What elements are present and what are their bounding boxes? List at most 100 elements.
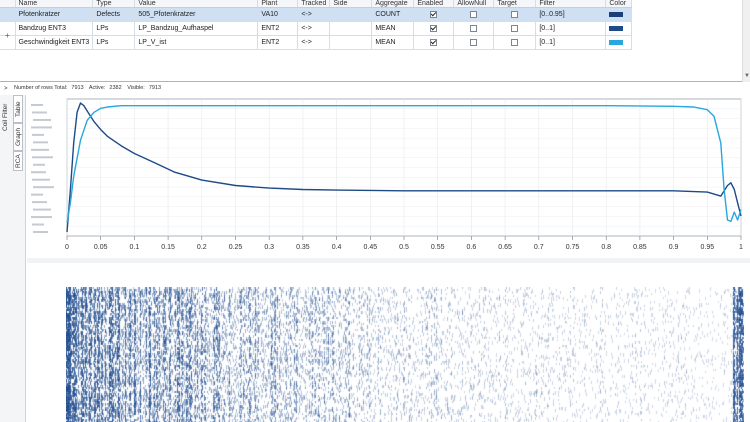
target-checkbox[interactable] bbox=[511, 38, 519, 46]
series-line-0 bbox=[66, 102, 742, 233]
line-chart-svg: 0 0.05 0.1 0.15 0.2 0.25 0.3 0.35 0.4 0.45 0.5 0.55… bbox=[27, 98, 750, 263]
active-rows-value: 2382 bbox=[109, 85, 122, 91]
cell-color[interactable] bbox=[605, 7, 633, 22]
vertical-tab-strip: Coil Filter Table Graph RCA bbox=[0, 95, 26, 422]
cell-value[interactable]: LP_Bandzug_Aufhaspel bbox=[134, 21, 259, 36]
cell-type[interactable]: LPs bbox=[92, 35, 136, 50]
x-tick-label: 0.05 bbox=[94, 244, 108, 251]
x-tick-label: 0.6 bbox=[467, 244, 477, 251]
row-header-cell[interactable] bbox=[0, 7, 16, 22]
y-tick-label-faint bbox=[32, 178, 50, 181]
cell-value[interactable]: 505_Pfotenkratzer bbox=[134, 7, 259, 22]
column-header-name[interactable]: Name bbox=[15, 0, 94, 8]
x-tick-label: 0.8 bbox=[601, 244, 611, 251]
allownull-checkbox[interactable] bbox=[470, 38, 478, 46]
cell-plant[interactable]: ENT2 bbox=[257, 35, 299, 50]
cell-plant[interactable]: VA10 bbox=[257, 7, 299, 22]
row-header-cell[interactable] bbox=[0, 35, 16, 50]
row-header-cell[interactable] bbox=[0, 21, 16, 36]
enabled-checkbox[interactable] bbox=[430, 24, 438, 32]
column-header-color[interactable]: Color bbox=[605, 0, 633, 8]
table-row[interactable]: Bandzug ENT3 LPs LP_Bandzug_Aufhaspel ENT2 <… bbox=[0, 21, 633, 36]
total-rows-value: 7913 bbox=[71, 85, 84, 91]
cell-plant[interactable]: ENT2 bbox=[257, 21, 299, 36]
cell-aggregate[interactable]: MEAN bbox=[371, 35, 415, 50]
cell-enabled bbox=[413, 35, 455, 50]
cell-enabled bbox=[413, 21, 455, 36]
cell-filter[interactable]: [0..1] bbox=[535, 21, 607, 36]
cell-filter[interactable]: [0..1] bbox=[535, 35, 607, 50]
y-tick-label-faint bbox=[32, 223, 44, 226]
target-checkbox[interactable] bbox=[511, 24, 519, 32]
x-tick-label: 0.45 bbox=[363, 244, 377, 251]
x-tick-label: 0.55 bbox=[431, 244, 445, 251]
cell-filter[interactable]: [0..0.95] bbox=[535, 7, 607, 22]
cell-tracked[interactable]: <-> bbox=[297, 21, 331, 36]
column-header-target[interactable]: Target bbox=[493, 0, 537, 8]
cell-allownull bbox=[453, 35, 495, 50]
cell-side[interactable] bbox=[329, 21, 373, 36]
table-row[interactable]: Pfotenkratzer Defects 505_Pfotenkratzer VA1… bbox=[0, 7, 633, 22]
collapse-panel-icon[interactable]: > bbox=[4, 86, 8, 92]
table-row[interactable]: Geschwindigkeit ENT3 LPs LP_V_ist ENT2 <-> ME… bbox=[0, 35, 633, 50]
y-tick-label-faint bbox=[33, 186, 54, 189]
column-header-value[interactable]: Value bbox=[134, 0, 259, 8]
header-spacer bbox=[0, 0, 16, 8]
cell-aggregate[interactable]: COUNT bbox=[371, 7, 415, 22]
y-tick-label-faint bbox=[31, 216, 52, 219]
column-header-enabled[interactable]: Enabled bbox=[413, 0, 455, 8]
cell-name[interactable]: Bandzug ENT3 bbox=[15, 21, 94, 36]
allownull-checkbox[interactable] bbox=[470, 24, 478, 32]
column-header-allownull[interactable]: AllowNull bbox=[453, 0, 495, 8]
cell-color[interactable] bbox=[605, 21, 633, 36]
cell-side[interactable] bbox=[329, 7, 373, 22]
cell-target bbox=[493, 35, 537, 50]
cell-tracked[interactable]: <-> bbox=[297, 7, 331, 22]
x-tick-label: 0.25 bbox=[229, 244, 243, 251]
cell-value[interactable]: LP_V_ist bbox=[134, 35, 259, 50]
y-tick-label-faint bbox=[31, 193, 43, 196]
cell-allownull bbox=[453, 21, 495, 36]
column-header-side[interactable]: Side bbox=[329, 0, 373, 8]
x-tick-label: 0.85 bbox=[633, 244, 647, 251]
enabled-checkbox[interactable] bbox=[430, 10, 438, 18]
enabled-checkbox[interactable] bbox=[430, 38, 438, 46]
tab-graph[interactable]: Graph bbox=[13, 123, 23, 151]
row-expand-icon[interactable]: + bbox=[5, 31, 10, 40]
tab-rca[interactable]: RCA bbox=[13, 151, 23, 171]
cell-type[interactable]: Defects bbox=[92, 7, 136, 22]
allownull-checkbox[interactable] bbox=[470, 10, 478, 18]
target-checkbox[interactable] bbox=[511, 10, 519, 18]
column-header-plant[interactable]: Plant bbox=[257, 0, 299, 8]
y-tick-label-faint bbox=[31, 104, 43, 106]
grid-vertical-scrollbar[interactable]: ▼ bbox=[742, 0, 750, 82]
chart-scrollbar bbox=[27, 258, 750, 263]
x-tick-label: 0.65 bbox=[498, 244, 512, 251]
x-tick-label: 0 bbox=[65, 244, 69, 251]
cell-color[interactable] bbox=[605, 35, 633, 50]
defect-heatmap bbox=[66, 287, 744, 422]
x-tick-label: 0.4 bbox=[332, 244, 342, 251]
visible-rows-value: 7913 bbox=[148, 85, 162, 91]
tab-coil-filter[interactable]: Coil Filter bbox=[2, 103, 9, 131]
cell-aggregate[interactable]: MEAN bbox=[371, 21, 415, 36]
column-header-tracked[interactable]: Tracked bbox=[297, 0, 331, 8]
line-chart[interactable]: 0 0.05 0.1 0.15 0.2 0.25 0.3 0.35 0.4 0.45 0.5 0.55… bbox=[27, 93, 750, 263]
y-tick-label-faint bbox=[32, 111, 47, 114]
y-tick-label-faint bbox=[31, 148, 49, 151]
cell-enabled bbox=[413, 7, 455, 22]
cell-type[interactable]: LPs bbox=[92, 21, 136, 36]
tab-table[interactable]: Table bbox=[13, 95, 23, 123]
x-tick-label: 0.3 bbox=[264, 244, 274, 251]
cell-allownull bbox=[453, 7, 495, 22]
cell-side[interactable] bbox=[329, 35, 373, 50]
cell-name[interactable]: Geschwindigkeit ENT3 bbox=[15, 35, 94, 50]
series-line-1 bbox=[66, 105, 742, 223]
cell-tracked[interactable]: <-> bbox=[297, 35, 331, 50]
cell-target bbox=[493, 21, 537, 36]
column-header-aggregate[interactable]: Aggregate bbox=[371, 0, 415, 8]
cell-name[interactable]: Pfotenkratzer bbox=[15, 7, 94, 22]
column-header-filter[interactable]: Filter bbox=[535, 0, 607, 8]
column-header-type[interactable]: Type bbox=[92, 0, 136, 8]
scroll-down-icon[interactable]: ▼ bbox=[744, 73, 750, 79]
